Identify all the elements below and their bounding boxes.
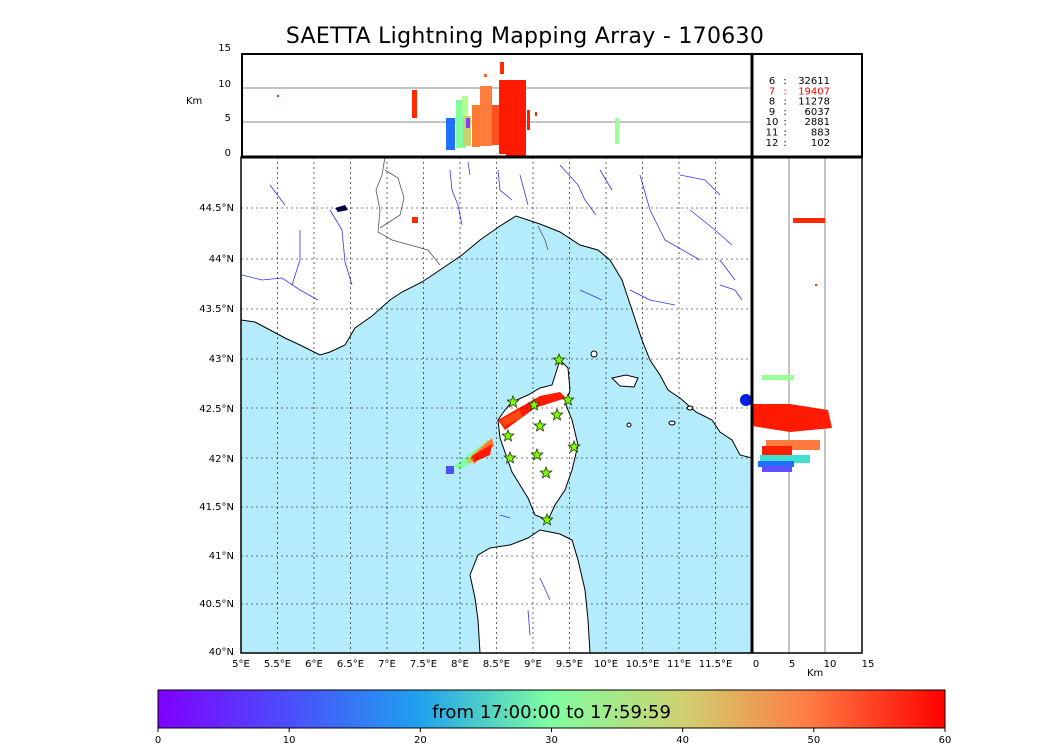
station-count-stations: 11 (766, 128, 779, 139)
colorbar-ticks: 0 10 20 30 40 50 60 (155, 728, 952, 746)
altitude-y-ticks: 15 10 5 0 (218, 43, 231, 159)
side-tick-label: 10 (824, 659, 837, 670)
colorbar-tick-label: 20 (414, 735, 427, 746)
station-count-value: 6037 (805, 107, 830, 118)
altitude-tick-label: 10 (218, 79, 231, 90)
lon-tick-label: 10°E (594, 659, 618, 670)
station-star-icon (533, 418, 547, 432)
station-count-sep: : (783, 107, 786, 118)
station-count-stations: 9 (769, 107, 775, 118)
side-unit-label: Km (807, 668, 823, 679)
lat-tick-label: 44°N (209, 254, 234, 265)
altitude-scatter (277, 62, 619, 156)
station-count-stations: 8 (769, 97, 775, 108)
lat-tick-label: 40°N (209, 647, 234, 658)
altitude-tick-label: 15 (218, 43, 231, 54)
side-tick-label: 15 (862, 659, 875, 670)
station-count-value: 32611 (798, 76, 830, 87)
station-count-value: 102 (811, 138, 830, 149)
lat-tick-label: 43.5°N (199, 304, 234, 315)
map-frame (240, 156, 863, 654)
altitude-tick-label: 0 (225, 148, 231, 159)
lon-tick-label: 11°E (667, 659, 691, 670)
station-star-icon (503, 450, 517, 464)
station-star-icon (527, 397, 541, 411)
altitude-unit-label: Km (186, 96, 202, 107)
station-count-value: 19407 (798, 86, 830, 97)
station-star-icon (530, 447, 544, 461)
station-count-sep: : (783, 117, 786, 128)
sardinia (469, 529, 591, 653)
lon-tick-label: 7°E (378, 659, 396, 670)
station-count-stations: 10 (766, 117, 779, 128)
lake (335, 205, 348, 212)
station-count-value: 883 (811, 128, 830, 139)
colorbar-tick-label: 0 (155, 735, 161, 746)
station-count-sep: : (783, 97, 786, 108)
colorbar-tick-label: 40 (676, 735, 689, 746)
lat-tick-label: 43°N (209, 354, 234, 365)
lon-tick-label: 6.5°E (337, 659, 364, 670)
lon-tick-label: 9°E (524, 659, 542, 670)
colorbar (157, 689, 946, 729)
borders (375, 157, 549, 266)
station-count-sep: : (783, 128, 786, 139)
station-star-icon (552, 352, 566, 366)
mainland (241, 157, 752, 459)
altitude-tick-label: 5 (225, 113, 231, 124)
lon-tick-label: 9.5°E (556, 659, 583, 670)
lon-tick-label: 8°E (451, 659, 469, 670)
colorbar-tick-label: 50 (807, 735, 820, 746)
station-star-icon (539, 465, 553, 479)
figure-title: SAETTA Lightning Mapping Array - 170630 (285, 24, 765, 49)
map-panel (241, 157, 752, 653)
lma-stations (501, 352, 581, 526)
lat-tick-label: 42.5°N (199, 404, 234, 415)
station-count-stations: 6 (769, 76, 775, 87)
colorbar-label: from 17:00:00 to 17:59:59 (432, 702, 671, 723)
lon-tick-label: 6°E (305, 659, 323, 670)
station-counts-table: 6: 32611 7: 19407 8: 11278 9: 6037 10: 2881 11: 883… (766, 76, 830, 149)
side-x-ticks: 0 5 10 15 (753, 659, 875, 670)
station-count-sep: : (783, 76, 786, 87)
elba (610, 374, 639, 388)
altitude-panel (242, 54, 752, 157)
station-count-stations: 7 (769, 86, 775, 97)
lat-tick-label: 40.5°N (199, 599, 234, 610)
station-count-value: 2881 (805, 117, 830, 128)
station-star-icon (501, 428, 515, 442)
lon-tick-label: 7.5°E (410, 659, 437, 670)
colorbar-tick-label: 60 (939, 735, 952, 746)
rivers (241, 161, 743, 636)
station-star-icon (561, 392, 575, 406)
station-star-icon (540, 512, 554, 526)
side-tick-label: 0 (753, 659, 759, 670)
lat-tick-label: 41°N (209, 551, 234, 562)
station-count-value: 11278 (798, 97, 830, 108)
side-panel (740, 157, 832, 653)
station-count-sep: : (783, 86, 786, 97)
lat-tick-label: 44.5°N (199, 203, 234, 214)
lon-tick-label: 8.5°E (483, 659, 510, 670)
side-tick-label: 5 (789, 659, 795, 670)
colorbar-tick-label: 30 (545, 735, 558, 746)
lon-tick-label: 10.5°E (626, 659, 660, 670)
station-star-icon (567, 439, 581, 453)
side-scatter (740, 218, 832, 472)
lon-tick-label: 11.5°E (699, 659, 733, 670)
lat-ticks: 44.5°N 44°N 43.5°N 43°N 42.5°N 42°N 41.5°N 41°N… (199, 203, 234, 658)
lat-tick-label: 42°N (209, 454, 234, 465)
lon-ticks: 5°E 5.5°E 6°E 6.5°E 7°E 7.5°E 8°E 8.5°E 9°E 9.5°E… (232, 659, 732, 670)
station-star-icon (550, 407, 564, 421)
colorbar-tick-label: 10 (283, 735, 296, 746)
station-count-stations: 12 (766, 138, 779, 149)
lon-tick-label: 5°E (232, 659, 250, 670)
lon-tick-label: 5.5°E (264, 659, 291, 670)
lat-tick-label: 41.5°N (199, 502, 234, 513)
station-star-icon (506, 394, 520, 408)
map-grid (241, 157, 752, 653)
station-count-sep: : (783, 138, 786, 149)
